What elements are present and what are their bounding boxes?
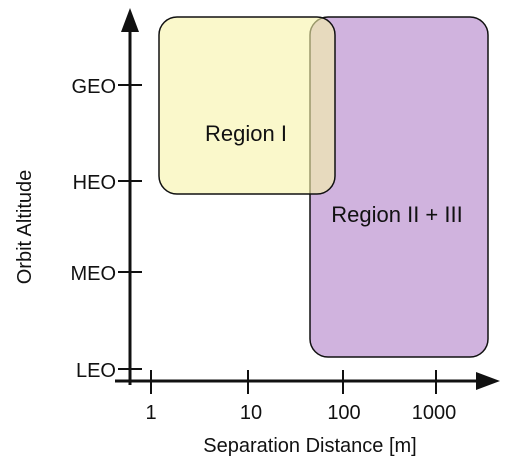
region-2-3-box [309, 16, 489, 358]
region-1-box [158, 16, 336, 195]
x-axis-title: Separation Distance [m] [203, 435, 416, 457]
region-1-label: Region I [205, 121, 287, 146]
x-tick-label-10: 10 [240, 402, 262, 424]
x-tick-label-1: 1 [145, 402, 156, 424]
x-axis-arrow [476, 372, 500, 390]
y-axis-arrow [121, 8, 139, 32]
x-tick-label-100: 100 [327, 402, 360, 424]
y-tick-label-meo: MEO [70, 263, 116, 285]
y-tick-label-leo: LEO [76, 360, 116, 382]
x-tick-label-1000: 1000 [412, 402, 457, 424]
y-axis-title: Orbit Altitude [14, 170, 36, 285]
y-tick-label-heo: HEO [73, 172, 116, 194]
region-2-3-label: Region II + III [331, 202, 462, 227]
y-tick-label-geo: GEO [72, 76, 116, 98]
